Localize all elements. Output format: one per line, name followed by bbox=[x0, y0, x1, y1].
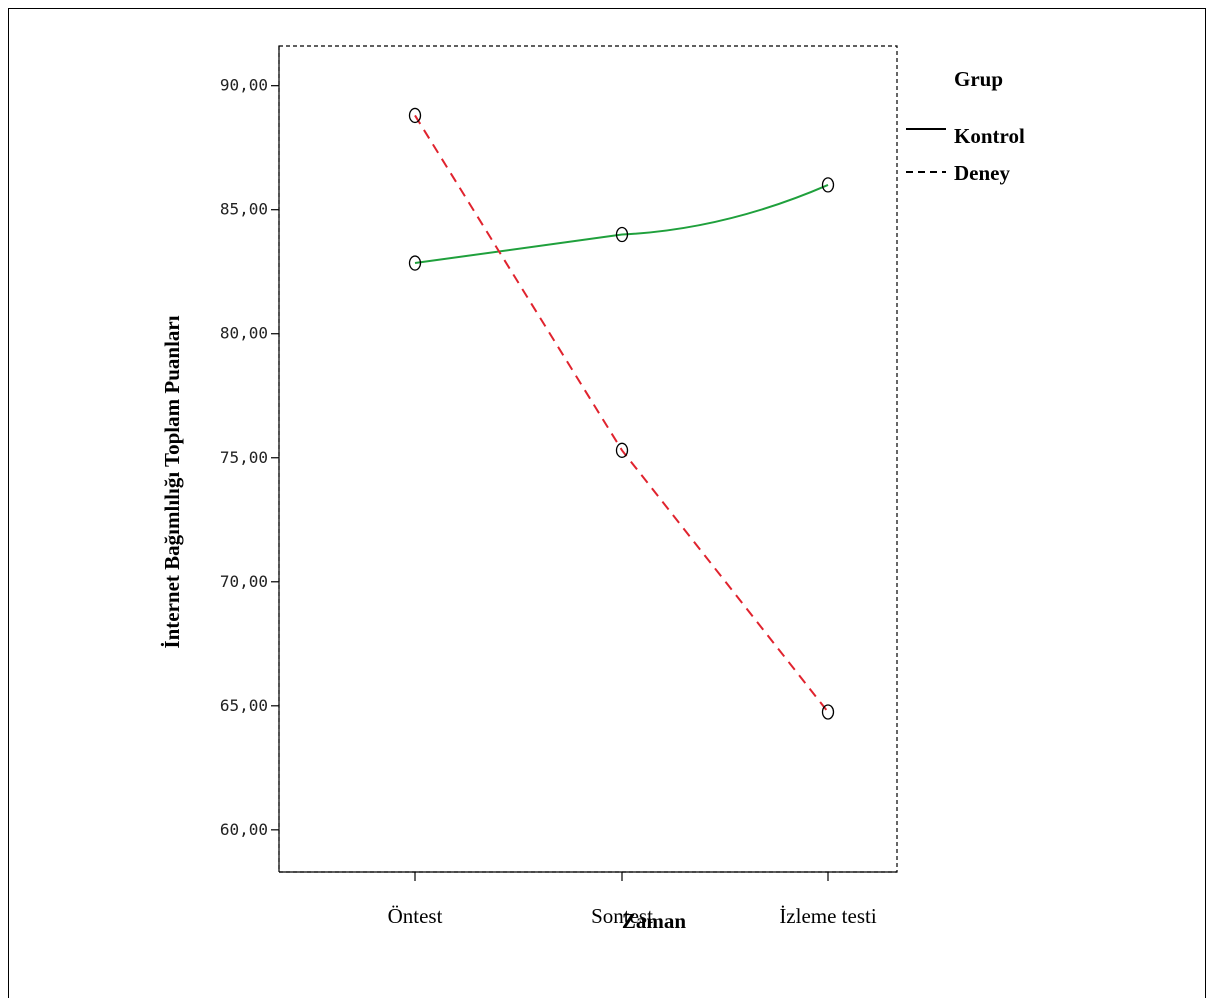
legend-label-kontrol: Kontrol bbox=[954, 124, 1025, 148]
y-axis-title: İnternet Bağımlılığı Toplam Puanları bbox=[160, 315, 184, 648]
y-tick-label: 75,00 bbox=[220, 448, 268, 467]
y-tick-label: 60,00 bbox=[220, 820, 268, 839]
x-tick-label: Öntest bbox=[388, 904, 443, 928]
series-line-deney bbox=[414, 114, 829, 713]
data-point-deney bbox=[615, 442, 629, 458]
data-point-deney bbox=[408, 107, 422, 124]
data-point-kontrol bbox=[408, 255, 422, 271]
legend: Kontrol Deney bbox=[906, 124, 1025, 185]
y-tick-label: 70,00 bbox=[220, 572, 268, 591]
data-point-kontrol bbox=[821, 177, 835, 193]
y-tick-label: 90,00 bbox=[220, 76, 268, 95]
legend-label-deney: Deney bbox=[954, 161, 1010, 185]
x-axis-title: Zaman bbox=[622, 909, 687, 933]
y-tick-label: 85,00 bbox=[220, 200, 268, 219]
y-tick-label: 80,00 bbox=[220, 324, 268, 343]
x-tick-label: Sontest bbox=[591, 904, 653, 928]
y-tick-label: 65,00 bbox=[220, 696, 268, 715]
x-tick-label: İzleme testi bbox=[779, 904, 877, 928]
data-point-kontrol bbox=[615, 226, 629, 243]
legend-title: Grup bbox=[954, 67, 1003, 91]
plot-layer: 60,00 65,00 70,00 75,00 80,00 85,00 90,00 Öntes… bbox=[220, 45, 898, 928]
chart-frame bbox=[8, 8, 1206, 998]
series-line-kontrol bbox=[414, 183, 829, 265]
data-point-deney bbox=[821, 704, 835, 720]
plot-border bbox=[278, 45, 898, 873]
